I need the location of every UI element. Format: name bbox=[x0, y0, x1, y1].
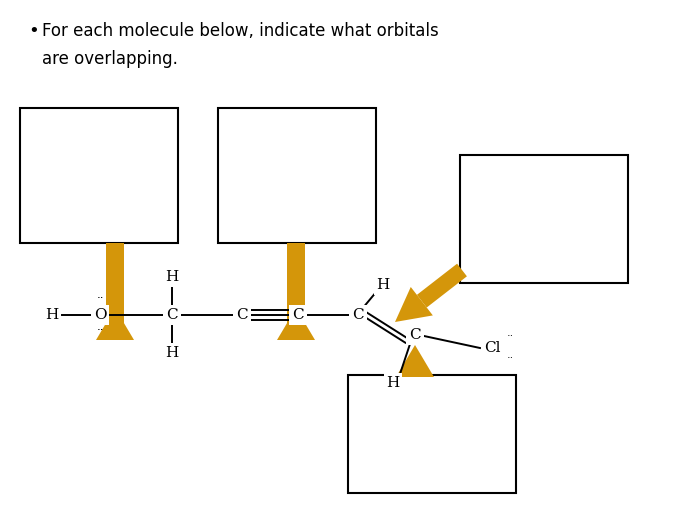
Text: H: H bbox=[165, 270, 178, 284]
Text: C: C bbox=[166, 308, 178, 322]
Polygon shape bbox=[106, 243, 124, 340]
Text: H: H bbox=[46, 308, 59, 322]
Polygon shape bbox=[277, 308, 315, 340]
Text: C: C bbox=[292, 308, 304, 322]
Polygon shape bbox=[406, 375, 424, 377]
Text: ··: ·· bbox=[506, 331, 514, 341]
Text: •: • bbox=[28, 22, 38, 40]
Text: H: H bbox=[386, 376, 400, 390]
Text: H: H bbox=[377, 278, 390, 292]
Text: are overlapping.: are overlapping. bbox=[42, 50, 178, 68]
Text: C: C bbox=[352, 308, 364, 322]
Bar bbox=[218, 108, 376, 243]
Bar bbox=[20, 108, 178, 243]
Text: O: O bbox=[94, 308, 106, 322]
Text: C: C bbox=[410, 328, 421, 342]
Polygon shape bbox=[96, 308, 134, 340]
Bar bbox=[348, 375, 516, 493]
Text: ··: ·· bbox=[97, 293, 105, 305]
Text: H: H bbox=[165, 346, 178, 360]
Bar bbox=[460, 155, 628, 283]
Polygon shape bbox=[287, 243, 305, 340]
Text: ··: ·· bbox=[506, 353, 514, 363]
Text: For each molecule below, indicate what orbitals: For each molecule below, indicate what o… bbox=[42, 22, 439, 40]
Polygon shape bbox=[395, 287, 433, 322]
Text: ··: ·· bbox=[97, 324, 105, 337]
Polygon shape bbox=[396, 345, 434, 377]
Text: Cl: Cl bbox=[484, 341, 500, 355]
Text: C: C bbox=[236, 308, 248, 322]
Polygon shape bbox=[417, 264, 467, 307]
